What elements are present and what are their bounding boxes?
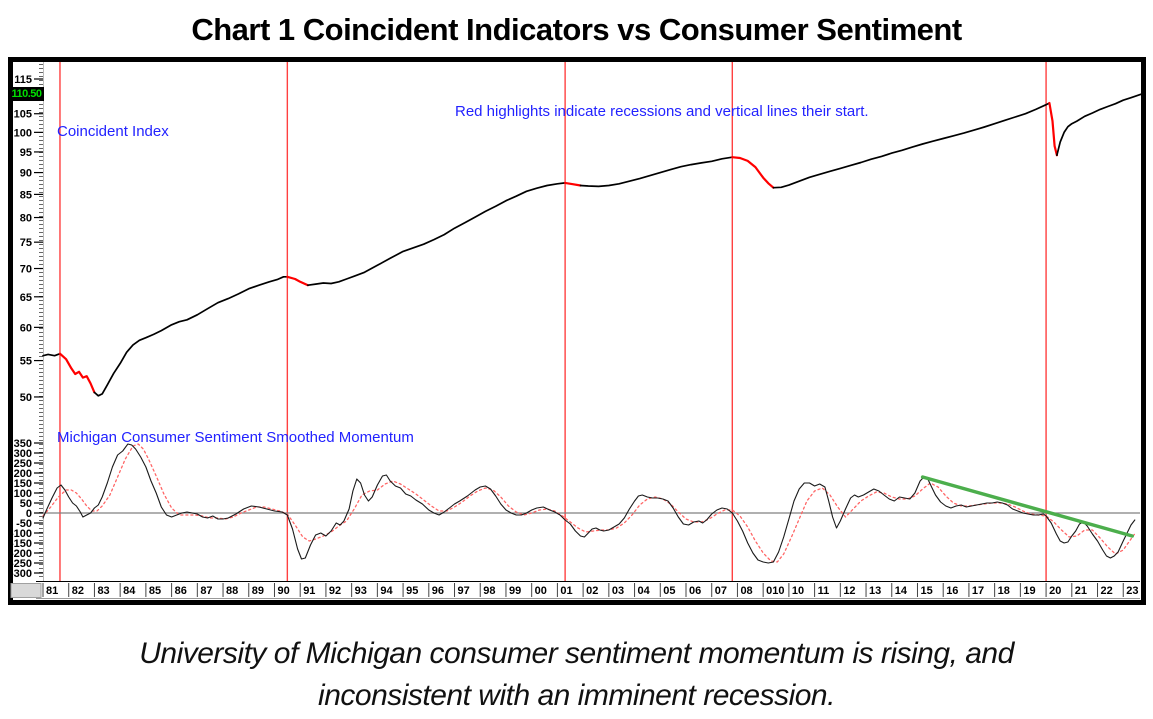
- y-tick-label: 90: [20, 168, 32, 180]
- coincident-index-recession-segment: [731, 156, 775, 189]
- x-year-label: 21: [1075, 585, 1087, 597]
- chart-title: Chart 1 Coincident Indicators vs Consume…: [191, 12, 962, 47]
- x-year-label: 20: [1049, 585, 1061, 597]
- x-year-label: 93: [355, 585, 367, 597]
- x-year-label: 95: [406, 585, 418, 597]
- x-year-label: 04: [638, 585, 651, 597]
- y-tick-label: 80: [20, 213, 32, 225]
- y-tick-label: -150: [10, 538, 32, 550]
- x-year-label: 05: [663, 585, 675, 597]
- x-year-label: 87: [200, 585, 212, 597]
- chart-caption: University of Michigan consumer sentimen…: [0, 633, 1153, 717]
- y-tick-label: -50: [16, 518, 32, 530]
- x-year-label: 92: [329, 585, 341, 597]
- x-year-label: 00: [535, 585, 547, 597]
- x-year-label: 91: [303, 585, 315, 597]
- coincident-index-line: [93, 275, 289, 397]
- x-year-label: 18: [998, 585, 1010, 597]
- x-year-label: 15: [920, 585, 932, 597]
- x-year-label: 86: [175, 585, 187, 597]
- y-tick-label: 100: [14, 488, 32, 500]
- y-tick-label: -200: [10, 548, 32, 560]
- y-tick-label: -300: [10, 568, 32, 580]
- x-year-label: 23: [1126, 585, 1138, 597]
- x-year-label: 12: [843, 585, 855, 597]
- y-tick-label: 105: [14, 109, 32, 121]
- y-tick-label: 55: [20, 356, 32, 368]
- coincident-index-recession-segment: [58, 352, 96, 394]
- x-year-label: 82: [72, 585, 84, 597]
- y-tick-label: 95: [20, 147, 32, 159]
- y-tick-label: 70: [20, 264, 32, 276]
- x-year-label: 17: [972, 585, 984, 597]
- x-year-label: 19: [1023, 585, 1035, 597]
- y-tick-label: -100: [10, 528, 32, 540]
- y-tick-label: 0: [26, 508, 32, 520]
- x-year-label: 94: [380, 585, 393, 597]
- y-tick-label: 75: [20, 237, 32, 249]
- y-tick-label: 250: [14, 458, 32, 470]
- x-year-label: 96: [432, 585, 444, 597]
- x-year-label: 07: [715, 585, 727, 597]
- coincident-index-line: [579, 156, 734, 188]
- x-year-label: 99: [509, 585, 521, 597]
- coincident-index-line: [1056, 93, 1143, 157]
- coincident-index-recession-segment: [563, 181, 582, 187]
- x-year-label: 85: [149, 585, 161, 597]
- x-year-label: 08: [740, 585, 752, 597]
- y-tick-label: 100: [14, 127, 32, 139]
- y-tick-label: 60: [20, 322, 32, 334]
- caption-line-1: University of Michigan consumer sentimen…: [139, 637, 1014, 670]
- momentum-label: Michigan Consumer Sentiment Smoothed Mom…: [57, 429, 414, 446]
- x-year-label: 84: [123, 585, 136, 597]
- x-year-label: 81: [46, 585, 58, 597]
- x-year-label: 90: [277, 585, 289, 597]
- y-tick-label: 85: [20, 189, 32, 201]
- x-year-label: 11: [818, 585, 830, 597]
- y-tick-label: 50: [20, 392, 32, 404]
- coincident-index-label: Coincident Index: [57, 123, 169, 140]
- x-year-label: 22: [1101, 585, 1113, 597]
- coincident-index-recession-segment: [1048, 101, 1059, 157]
- y-tick-label: 350: [14, 438, 32, 450]
- y-tick-label: 115: [14, 74, 32, 86]
- coincident-index-line: [772, 102, 1051, 189]
- x-year-label: 010: [766, 585, 784, 597]
- x-year-label: 14: [895, 585, 908, 597]
- caption-line-2: inconsistent with an imminent recession.: [318, 679, 835, 712]
- y-tick-label: 65: [20, 292, 32, 304]
- x-year-label: 02: [586, 585, 598, 597]
- x-year-label: 16: [946, 585, 958, 597]
- x-year-label: 01: [560, 585, 572, 597]
- y-tick-label: 300: [14, 448, 32, 460]
- momentum-smoothed-line: [42, 443, 1137, 563]
- x-year-label: 83: [97, 585, 109, 597]
- momentum-line: [42, 443, 1136, 564]
- x-year-label: 98: [483, 585, 495, 597]
- y-tick-label: 200: [14, 468, 32, 480]
- axis-corner-box: [10, 583, 42, 598]
- y-tick-label: -250: [10, 558, 32, 570]
- x-year-label: 03: [612, 585, 624, 597]
- coincident-index-line: [42, 352, 61, 357]
- current-value-badge: 110.50: [9, 87, 44, 101]
- y-tick-label: 50: [20, 498, 32, 510]
- x-year-label: 10: [792, 585, 804, 597]
- x-year-label: 88: [226, 585, 238, 597]
- coincident-index-recession-segment: [286, 275, 309, 287]
- y-tick-label: 150: [14, 478, 32, 490]
- trend-line: [920, 475, 1134, 538]
- x-year-label: 89: [252, 585, 264, 597]
- x-year-label: 97: [458, 585, 470, 597]
- recession-annotation: Red highlights indicate recessions and v…: [455, 103, 869, 120]
- x-year-label: 13: [869, 585, 881, 597]
- coincident-index-line: [307, 182, 566, 287]
- x-year-label: 06: [689, 585, 701, 597]
- chart-frame: [8, 57, 1146, 605]
